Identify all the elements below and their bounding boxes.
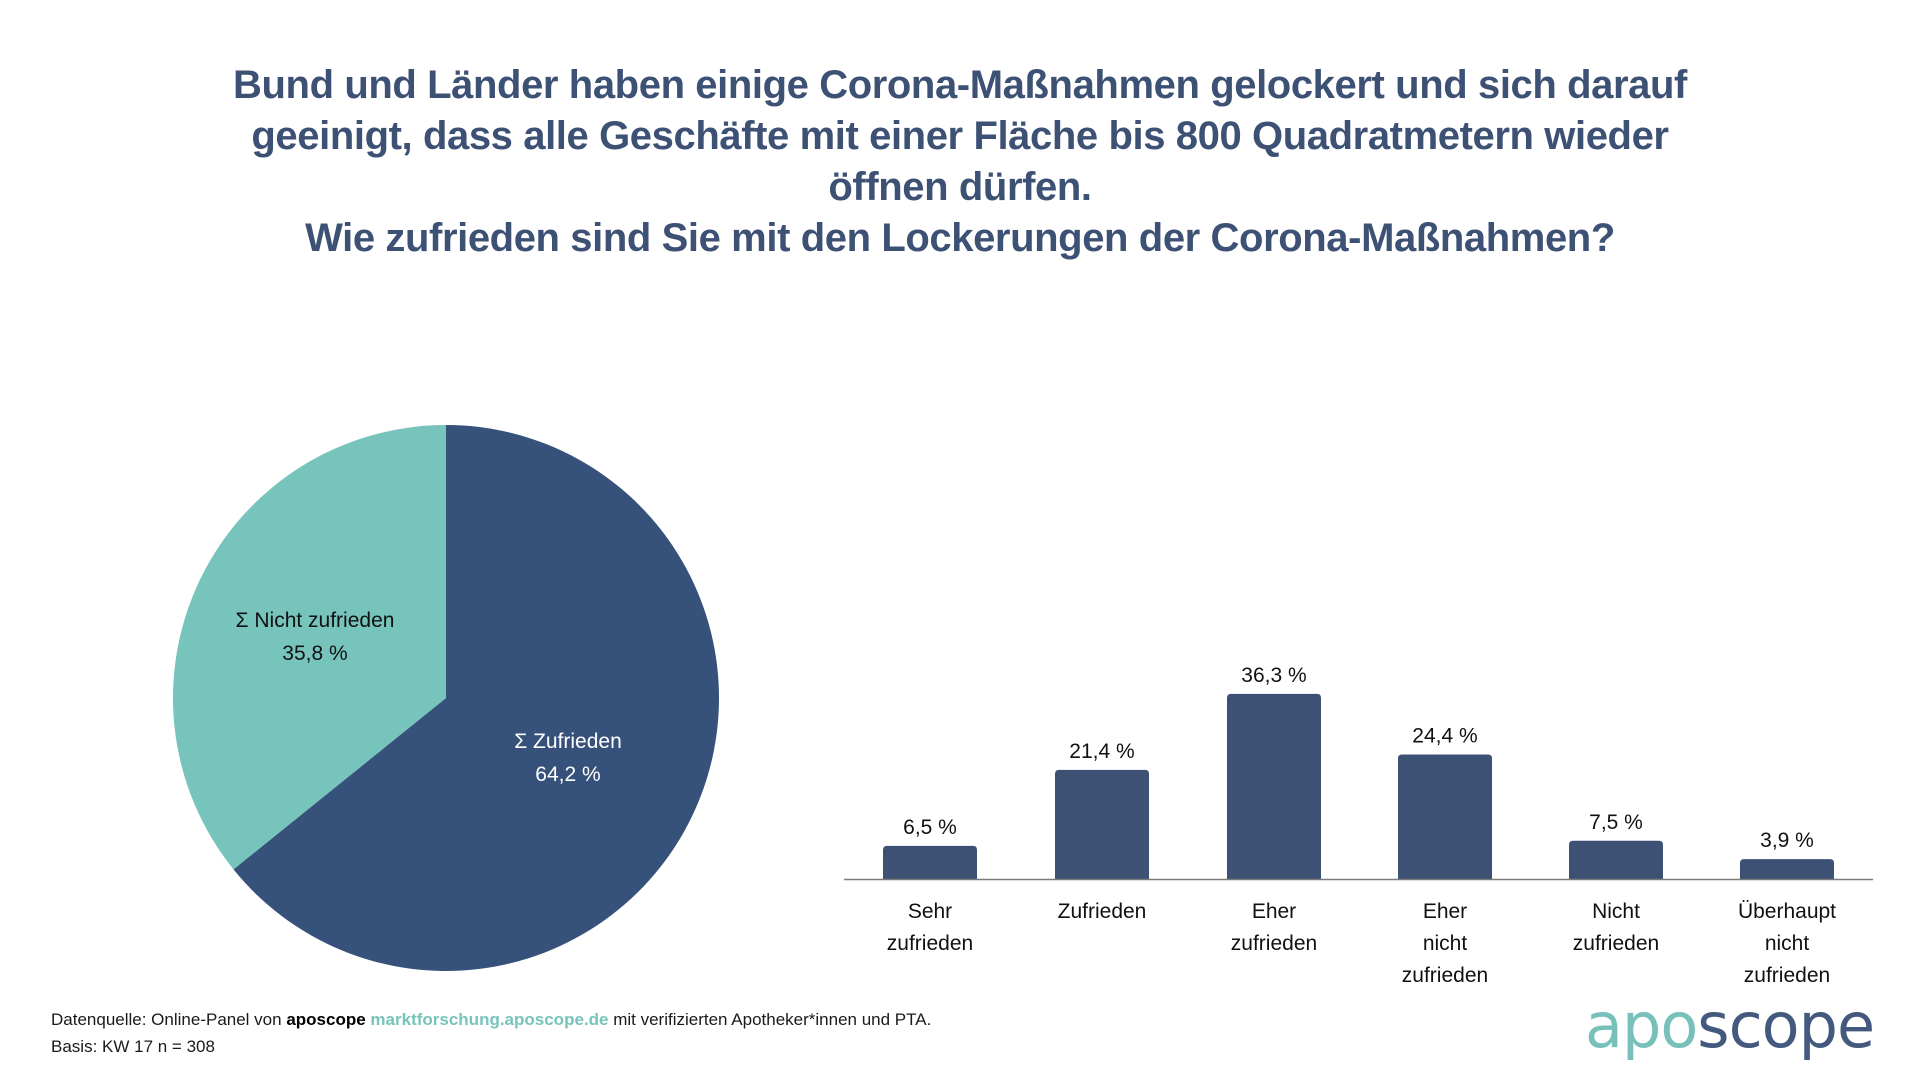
bar bbox=[1398, 754, 1492, 879]
x-tick-label: Überhaupt bbox=[1738, 900, 1836, 923]
bar-value-label: 24,4 % bbox=[1412, 725, 1477, 748]
pie-slice-label: Σ Zufrieden bbox=[514, 730, 622, 753]
bar bbox=[1740, 859, 1834, 879]
title-line: Bund und Länder haben einige Corona-Maßn… bbox=[233, 63, 1687, 107]
bar bbox=[883, 845, 977, 879]
logo-part-scope: scope bbox=[1697, 989, 1875, 1062]
bar-value-label: 3,9 % bbox=[1760, 829, 1814, 852]
bar-value-label: 6,5 % bbox=[903, 816, 957, 839]
pie-slice-label: Σ Nicht zufrieden bbox=[236, 609, 395, 632]
source-suffix: mit verifizierten Apotheker*innen und PT… bbox=[608, 1010, 932, 1029]
logo-part-apo: apo bbox=[1585, 989, 1698, 1062]
x-tick-label: zufrieden bbox=[1573, 932, 1659, 955]
bar-value-label: 7,5 % bbox=[1589, 811, 1643, 834]
x-tick-label: Eher bbox=[1252, 900, 1296, 923]
x-tick-label: nicht bbox=[1423, 932, 1468, 955]
bar-chart: 6,5 % Sehr zufrieden 21,4 % Zufrieden 36,3 % E… bbox=[844, 664, 1873, 987]
x-tick-label: Nicht bbox=[1592, 900, 1640, 923]
title-line: öffnen dürfen. bbox=[828, 165, 1092, 209]
bar-value-label: 36,3 % bbox=[1241, 664, 1306, 687]
title-line: geeinigt, dass alle Geschäfte mit einer … bbox=[251, 114, 1669, 158]
bar bbox=[1569, 840, 1663, 879]
x-tick-label: Sehr bbox=[908, 900, 952, 923]
title-question: Wie zufrieden sind Sie mit den Lockerung… bbox=[305, 216, 1615, 260]
aposcope-logo: aposcope bbox=[1585, 995, 1875, 1057]
basis-note: Basis: KW 17 n = 308 bbox=[51, 1037, 215, 1056]
x-tick-label: nicht bbox=[1765, 932, 1810, 955]
x-tick-label: zufrieden bbox=[887, 932, 973, 955]
bar bbox=[1227, 693, 1321, 879]
data-source-note: Datenquelle: Online-Panel von aposcope m… bbox=[51, 1010, 931, 1030]
chart-title: Bund und Länder haben einige Corona-Maßn… bbox=[60, 60, 1860, 264]
bar bbox=[1055, 769, 1149, 879]
x-tick-label: Zufrieden bbox=[1058, 900, 1147, 923]
source-prefix: Datenquelle: Online-Panel von bbox=[51, 1010, 287, 1029]
source-brand: aposcope bbox=[286, 1010, 366, 1029]
source-link[interactable]: marktforschung.aposcope.de bbox=[370, 1010, 609, 1029]
bar-value-label: 21,4 % bbox=[1069, 740, 1134, 763]
x-tick-label: zufrieden bbox=[1744, 964, 1830, 987]
pie-slice-value: 64,2 % bbox=[535, 763, 600, 786]
pie-chart: Σ Zufrieden 64,2 % Σ Nicht zufrieden 35,8 % bbox=[172, 425, 719, 971]
pie-slice bbox=[233, 425, 719, 971]
pie-slice-value: 35,8 % bbox=[282, 642, 347, 665]
pie-slice bbox=[172, 425, 446, 870]
x-tick-label: zufrieden bbox=[1231, 932, 1317, 955]
x-tick-label: Eher bbox=[1423, 900, 1467, 923]
x-tick-label: zufrieden bbox=[1402, 964, 1488, 987]
